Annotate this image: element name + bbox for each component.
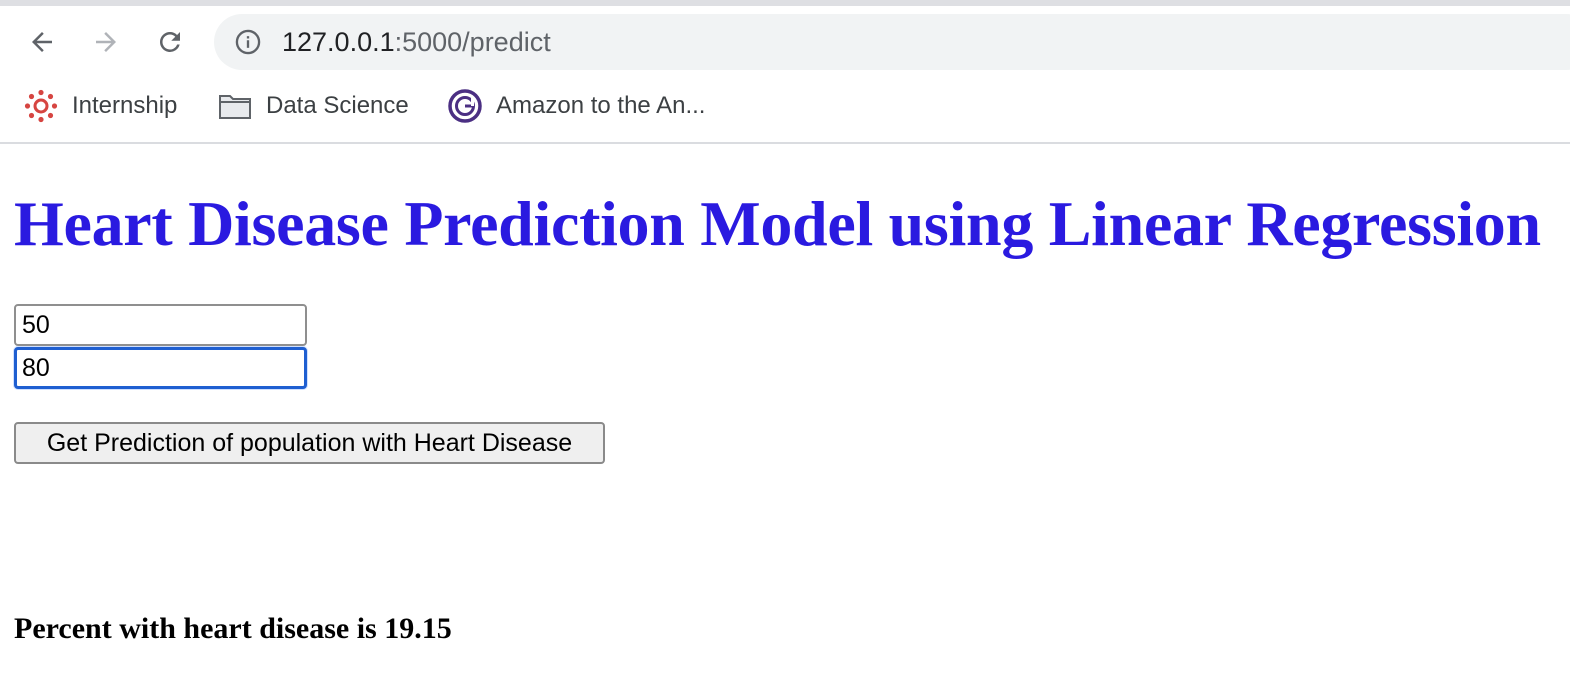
browser-toolbar: 127.0.0.1:5000/predict [0, 6, 1570, 78]
address-bar[interactable]: 127.0.0.1:5000/predict [214, 14, 1570, 70]
url-text[interactable]: 127.0.0.1:5000/predict [282, 14, 551, 70]
page-title: Heart Disease Prediction Model using Lin… [14, 188, 1541, 259]
url-path: :5000/predict [394, 27, 551, 57]
bookmark-label: Data Science [266, 92, 409, 119]
window-top-strip [0, 0, 1570, 6]
input-field-1[interactable] [14, 304, 307, 346]
bookmark-internship[interactable]: Internship [24, 88, 177, 124]
bookmark-data-science[interactable]: Data Science [218, 88, 409, 124]
page-content: Heart Disease Prediction Model using Lin… [0, 144, 1570, 694]
info-icon[interactable] [234, 28, 262, 56]
bookmark-label: Internship [72, 92, 178, 119]
input-field-2[interactable] [14, 347, 307, 389]
reload-button[interactable] [150, 22, 190, 62]
bookmark-amazon[interactable]: Amazon to the An... [448, 88, 705, 124]
folder-icon [218, 89, 252, 123]
reload-icon [159, 31, 180, 52]
get-prediction-button[interactable]: Get Prediction of population with Heart … [14, 422, 605, 464]
arrow-left-icon [32, 32, 52, 52]
bookmark-label: Amazon to the An... [496, 92, 706, 119]
back-button[interactable] [22, 22, 62, 62]
g-logo-icon [448, 89, 482, 123]
forward-button[interactable] [86, 22, 126, 62]
canvas-logo-icon [24, 89, 58, 123]
prediction-result: Percent with heart disease is 19.15 [14, 612, 452, 645]
bookmarks-bar: Internship Data Science Amazon to the An… [0, 78, 1570, 144]
url-host: 127.0.0.1 [282, 27, 395, 57]
arrow-right-icon [96, 32, 116, 52]
